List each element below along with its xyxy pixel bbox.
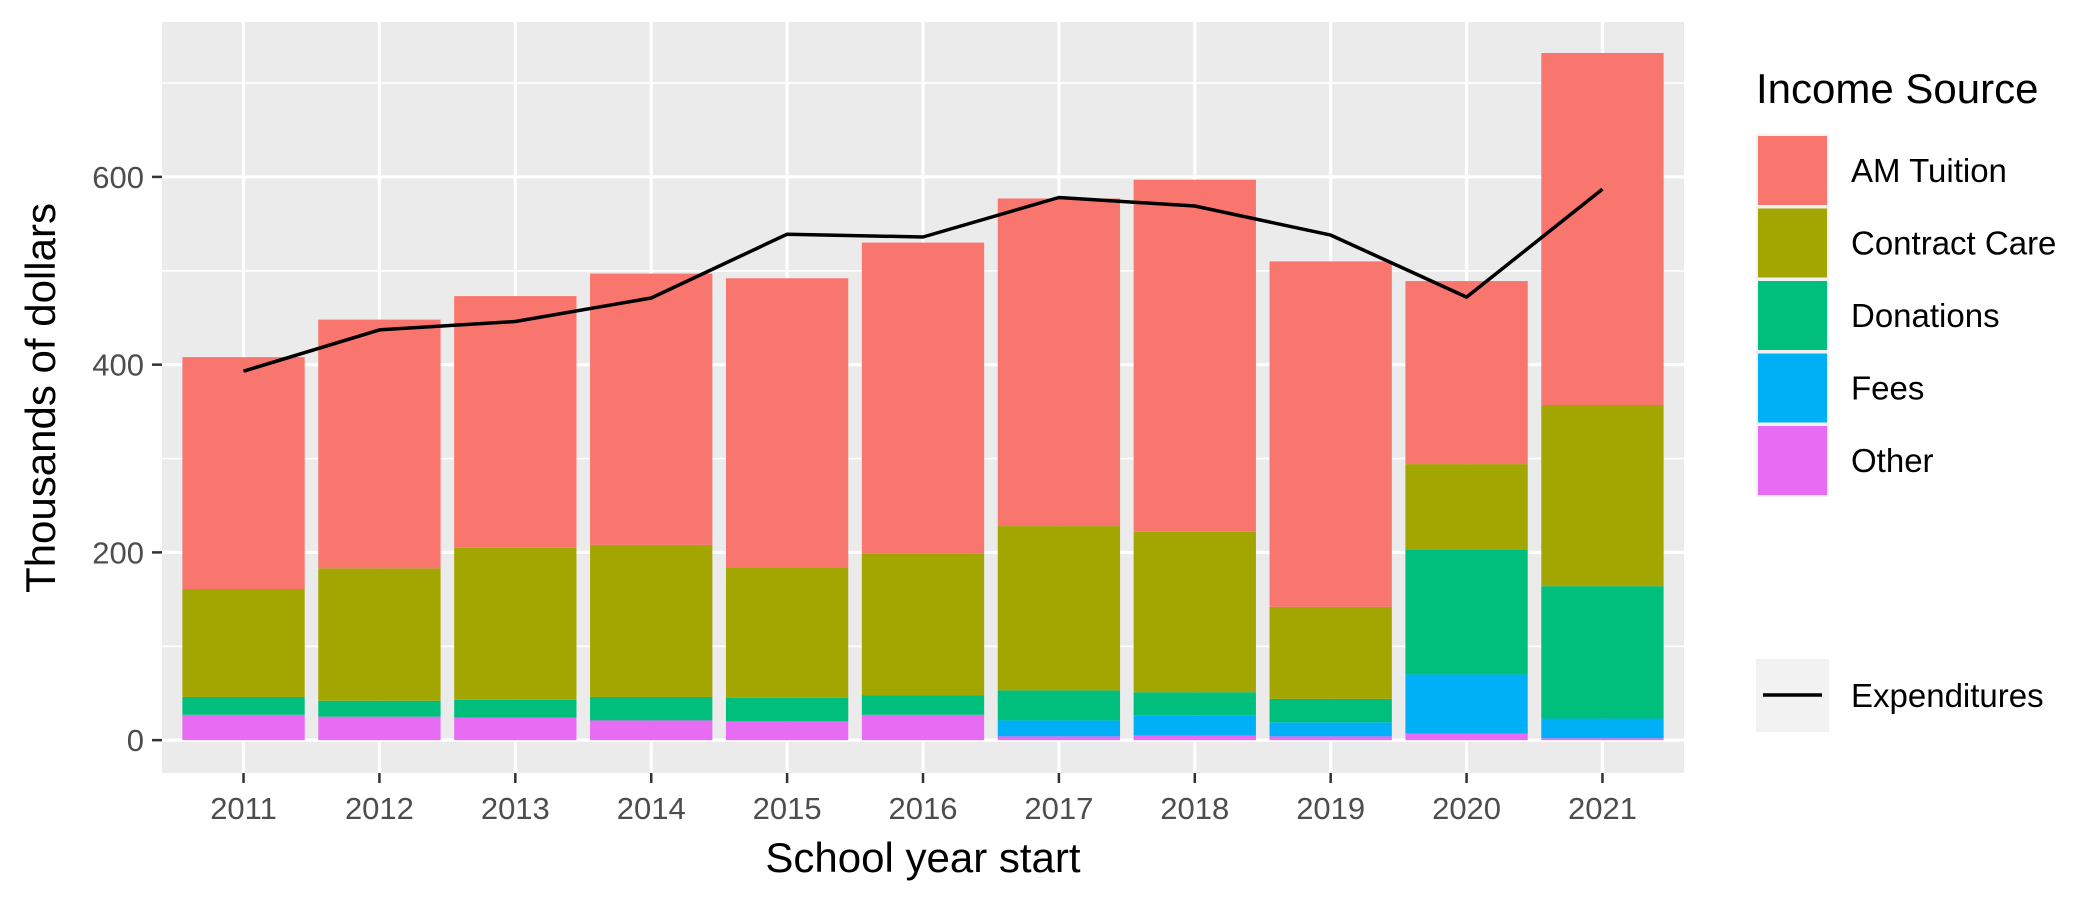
bar-donations-2016 bbox=[861, 695, 985, 715]
x-axis-ticks: 2011 2012 2013 2014 2015 2016 2017 2018 2019 2020… bbox=[210, 773, 1637, 826]
bar-am-tuition-2013 bbox=[454, 296, 577, 548]
bar-donations-2014 bbox=[590, 696, 713, 721]
bar-donations-2021 bbox=[1541, 586, 1664, 719]
bar-other-2016 bbox=[861, 714, 985, 741]
bar-am-tuition-2019 bbox=[1269, 261, 1392, 607]
bar-am-tuition-2021 bbox=[1541, 52, 1664, 406]
x-tick-label: 2013 bbox=[481, 791, 550, 826]
bar-donations-2019 bbox=[1269, 698, 1392, 723]
legend-label-other: Other bbox=[1851, 442, 1934, 479]
bar-donations-2012 bbox=[318, 700, 441, 717]
legend-swatch-donations bbox=[1758, 281, 1827, 350]
bar-other-2012 bbox=[318, 716, 441, 741]
bar-donations-2015 bbox=[725, 697, 849, 722]
bar-contract-care-2017 bbox=[997, 526, 1121, 691]
bar-contract-care-2019 bbox=[1269, 606, 1392, 699]
x-tick-label: 2011 bbox=[210, 791, 277, 826]
y-tick-label: 400 bbox=[92, 348, 144, 383]
bar-other-2014 bbox=[590, 720, 713, 741]
x-axis-title: School year start bbox=[765, 834, 1080, 881]
legend-expenditures: Expenditures bbox=[1756, 659, 2044, 732]
x-tick-label: 2017 bbox=[1024, 791, 1093, 826]
x-tick-label: 2021 bbox=[1568, 791, 1637, 826]
bar-am-tuition-2020 bbox=[1405, 281, 1528, 465]
bar-other-2017 bbox=[997, 736, 1121, 741]
legend-income-source: AM Tuition Contract Care Donations Fees Othe… bbox=[1756, 134, 2056, 497]
bar-donations-2017 bbox=[997, 690, 1121, 721]
bar-contract-care-2011 bbox=[182, 589, 305, 697]
bar-other-2021 bbox=[1541, 738, 1664, 741]
bar-other-2018 bbox=[1133, 735, 1256, 741]
bar-donations-2013 bbox=[454, 699, 577, 718]
bar-contract-care-2018 bbox=[1133, 531, 1256, 693]
bar-contract-care-2020 bbox=[1405, 464, 1528, 550]
bars bbox=[182, 52, 1664, 741]
bar-fees-2020 bbox=[1405, 674, 1528, 734]
bar-am-tuition-2018 bbox=[1133, 179, 1256, 532]
x-tick-label: 2015 bbox=[753, 791, 822, 826]
x-tick-label: 2020 bbox=[1432, 791, 1501, 826]
expenditures-line bbox=[242, 187, 1604, 373]
bar-other-2019 bbox=[1269, 736, 1392, 741]
x-tick-label: 2019 bbox=[1296, 791, 1365, 826]
bar-contract-care-2012 bbox=[318, 568, 441, 701]
bar-am-tuition-2017 bbox=[997, 198, 1121, 527]
bar-am-tuition-2015 bbox=[725, 278, 849, 568]
bar-other-2015 bbox=[725, 721, 849, 741]
x-tick-label: 2012 bbox=[345, 791, 414, 826]
y-tick-label: 200 bbox=[92, 535, 144, 570]
bar-other-2020 bbox=[1405, 733, 1528, 741]
bar-fees-2021 bbox=[1541, 718, 1664, 739]
bar-contract-care-2013 bbox=[454, 547, 577, 700]
legend-label-donations: Donations bbox=[1851, 297, 2000, 334]
legend-swatch-other bbox=[1758, 426, 1827, 495]
bar-contract-care-2015 bbox=[725, 567, 849, 698]
bar-donations-2018 bbox=[1133, 692, 1256, 716]
legend-label-am-tuition: AM Tuition bbox=[1851, 152, 2007, 189]
legend-label-contract-care: Contract Care bbox=[1851, 225, 2056, 262]
bar-am-tuition-2016 bbox=[861, 242, 985, 554]
legend-title: Income Source bbox=[1756, 65, 2038, 112]
y-axis-ticks: 0 200 400 600 bbox=[92, 160, 162, 758]
x-tick-label: 2014 bbox=[617, 791, 686, 826]
x-tick-label: 2016 bbox=[889, 791, 958, 826]
bar-other-2011 bbox=[182, 714, 305, 741]
bar-fees-2019 bbox=[1269, 722, 1392, 737]
bar-fees-2017 bbox=[997, 720, 1121, 737]
bar-am-tuition-2014 bbox=[590, 273, 713, 545]
x-tick-label: 2018 bbox=[1160, 791, 1229, 826]
bar-fees-2018 bbox=[1133, 715, 1256, 736]
y-tick-label: 0 bbox=[127, 723, 144, 758]
y-tick-label: 600 bbox=[92, 160, 144, 195]
bar-contract-care-2016 bbox=[861, 553, 985, 696]
bar-donations-2011 bbox=[182, 696, 305, 715]
legend-swatch-contract-care bbox=[1758, 208, 1827, 278]
bar-contract-care-2014 bbox=[590, 544, 713, 697]
legend-swatch-am-tuition bbox=[1758, 136, 1827, 205]
bar-am-tuition-2012 bbox=[318, 319, 441, 569]
legend-swatch-fees bbox=[1758, 353, 1827, 423]
bar-donations-2020 bbox=[1405, 549, 1528, 675]
legend-label-fees: Fees bbox=[1851, 370, 1924, 407]
bar-am-tuition-2011 bbox=[182, 357, 305, 590]
bar-other-2013 bbox=[454, 717, 577, 741]
bar-contract-care-2021 bbox=[1541, 405, 1664, 587]
legend-label-expenditures: Expenditures bbox=[1851, 677, 2044, 714]
y-axis-title: Thousands of dollars bbox=[17, 203, 64, 593]
